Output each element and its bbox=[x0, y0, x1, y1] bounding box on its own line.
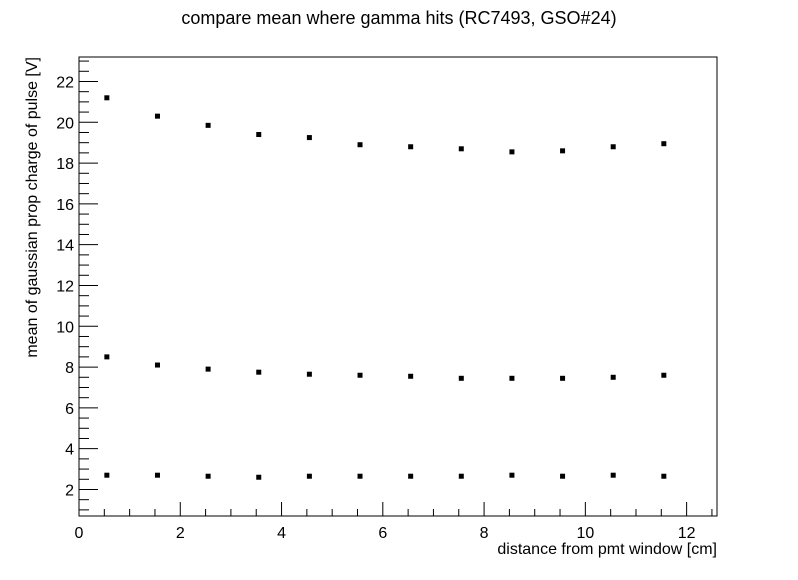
data-point-series-3 bbox=[610, 472, 616, 478]
x-axis-label: distance from pmt window [cm] bbox=[497, 541, 717, 558]
data-point-series-2 bbox=[357, 372, 363, 378]
data-point-series-2 bbox=[560, 375, 566, 381]
data-point-series-2 bbox=[458, 375, 464, 381]
x-tick-label: 8 bbox=[480, 525, 489, 542]
y-tick-label: 4 bbox=[65, 442, 74, 459]
x-tick-label: 6 bbox=[378, 525, 387, 542]
data-point-series-3 bbox=[509, 472, 515, 478]
y-tick-label: 16 bbox=[56, 197, 74, 214]
data-point-series-1 bbox=[256, 132, 262, 138]
data-point-series-1 bbox=[509, 149, 515, 155]
data-point-series-1 bbox=[306, 135, 312, 141]
y-axis-label: mean of gaussian prop charge of pulse [V… bbox=[24, 57, 41, 358]
data-point-series-3 bbox=[661, 473, 667, 479]
data-point-series-2 bbox=[306, 371, 312, 377]
y-tick-label: 22 bbox=[56, 74, 74, 91]
plot-frame bbox=[78, 56, 718, 517]
y-tick-label: 2 bbox=[65, 482, 74, 499]
data-point-series-3 bbox=[458, 473, 464, 479]
data-point-series-1 bbox=[610, 144, 616, 150]
data-point-series-2 bbox=[104, 354, 110, 360]
data-point-series-1 bbox=[357, 142, 363, 148]
chart-title: compare mean where gamma hits (RC7493, G… bbox=[181, 8, 616, 28]
x-tick-label: 4 bbox=[277, 525, 286, 542]
x-tick-label: 12 bbox=[678, 525, 696, 542]
y-tick-label: 14 bbox=[56, 238, 74, 255]
x-tick-label: 2 bbox=[176, 525, 185, 542]
data-point-series-1 bbox=[154, 113, 160, 119]
data-point-series-2 bbox=[610, 374, 616, 380]
data-point-series-2 bbox=[509, 375, 515, 381]
data-point-series-3 bbox=[205, 473, 211, 479]
data-point-series-2 bbox=[661, 372, 667, 378]
y-tick-label: 8 bbox=[65, 360, 74, 377]
axes-layer: 0 2 4 6 8 10 12 2 4 6 8 10 12 14 16 18 20 22 bbox=[56, 60, 713, 542]
data-point-series-1 bbox=[458, 146, 464, 152]
data-points bbox=[104, 95, 667, 480]
x-tick-label: 10 bbox=[576, 525, 594, 542]
data-point-series-2 bbox=[205, 366, 211, 372]
data-point-series-3 bbox=[408, 473, 414, 479]
data-point-series-3 bbox=[560, 473, 566, 479]
data-point-series-2 bbox=[154, 362, 160, 368]
data-point-series-2 bbox=[256, 369, 262, 375]
data-point-series-3 bbox=[357, 473, 363, 479]
data-point-series-1 bbox=[104, 95, 110, 101]
data-point-series-1 bbox=[205, 122, 211, 128]
x-tick-label: 0 bbox=[75, 525, 84, 542]
data-point-series-3 bbox=[104, 472, 110, 478]
y-tick-label: 6 bbox=[65, 401, 74, 418]
data-point-series-3 bbox=[154, 472, 160, 478]
data-point-series-1 bbox=[408, 144, 414, 150]
data-point-series-1 bbox=[661, 141, 667, 147]
data-point-series-1 bbox=[560, 148, 566, 154]
y-tick-label: 10 bbox=[56, 319, 74, 336]
y-tick-label: 20 bbox=[56, 115, 74, 132]
y-tick-label: 12 bbox=[56, 278, 74, 295]
data-point-series-3 bbox=[256, 474, 262, 480]
data-point-series-3 bbox=[306, 473, 312, 479]
y-tick-label: 18 bbox=[56, 156, 74, 173]
data-point-series-2 bbox=[408, 373, 414, 379]
